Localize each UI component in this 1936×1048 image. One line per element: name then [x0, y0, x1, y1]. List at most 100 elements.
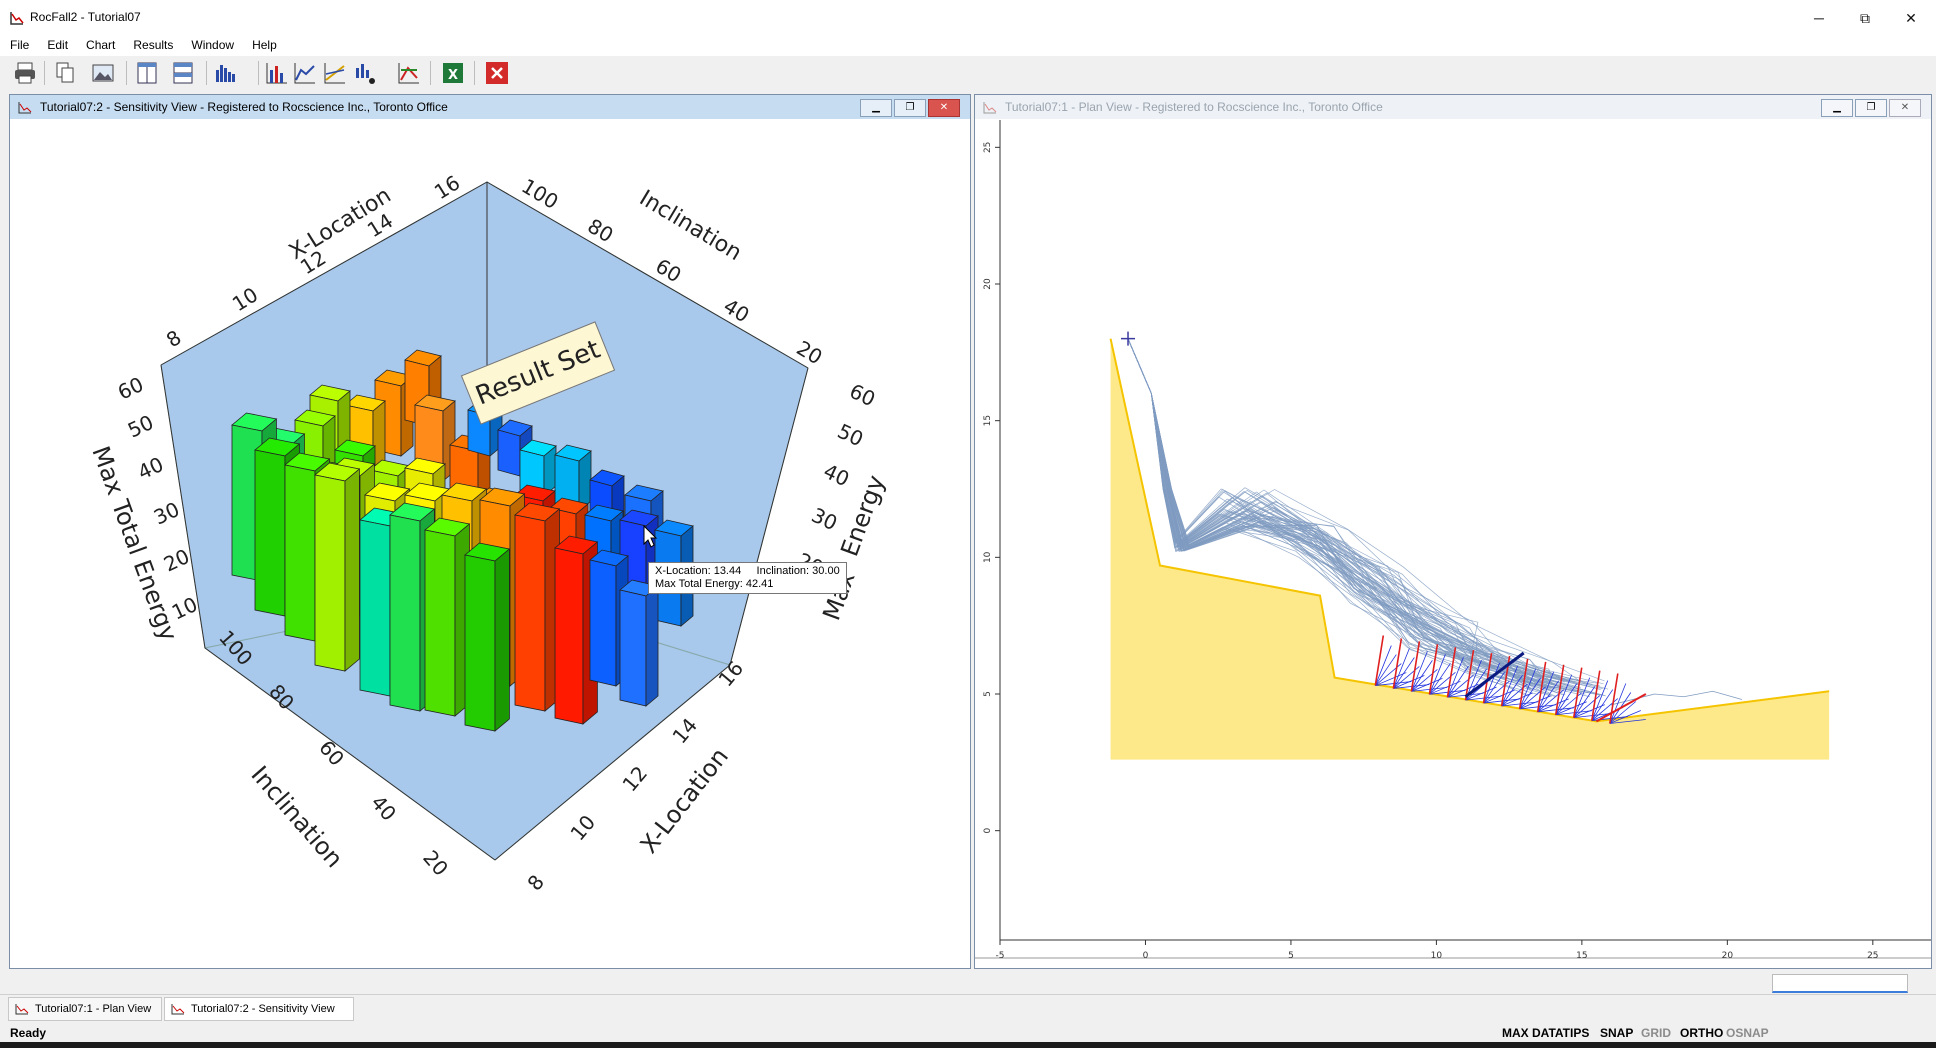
velocity-vector	[1429, 689, 1466, 695]
rock-path	[1127, 338, 1540, 691]
velocity-vector	[1429, 654, 1446, 695]
child-close-button[interactable]: ✕	[928, 99, 960, 117]
energy-left-tick: 30	[150, 497, 183, 530]
datatip-x-location: X-Location: 13.44	[655, 565, 742, 577]
toolbar: X	[0, 56, 1936, 91]
bar-front	[514, 514, 546, 712]
maximize-button[interactable]: ⧉	[1860, 9, 1870, 26]
vertical-tile-icon[interactable]	[134, 60, 160, 86]
tab-sensitivity-view[interactable]: Tutorial07:2 - Sensitivity View	[164, 997, 354, 1021]
seeder-cross-icon[interactable]	[1121, 331, 1136, 346]
copy-icon[interactable]	[52, 60, 78, 86]
barrier-line	[1609, 673, 1619, 724]
bar-chart-icon[interactable]	[264, 60, 290, 86]
histogram-icon[interactable]	[212, 60, 238, 86]
child-restore-button[interactable]: ❐	[1855, 99, 1887, 117]
energy-left-tick: 50	[124, 410, 157, 443]
status-ready: Ready	[10, 1026, 47, 1040]
command-input[interactable]	[1772, 974, 1908, 993]
bar-front	[389, 514, 421, 712]
velocity-vector	[1609, 719, 1646, 724]
child-close-button[interactable]: ✕	[1889, 99, 1921, 117]
bar-front	[464, 554, 496, 732]
energy-right-tick: 50	[834, 419, 867, 452]
tab-sensitivity-view-label: Tutorial07:2 - Sensitivity View	[191, 1003, 335, 1015]
barrier-line	[1464, 650, 1475, 701]
horizontal-tile-icon[interactable]	[170, 60, 196, 86]
velocity-vector	[1573, 686, 1596, 718]
close-button[interactable]: ✕	[1905, 9, 1917, 26]
status-ortho[interactable]: ORTHO	[1680, 1026, 1724, 1040]
menu-help[interactable]: Help	[252, 38, 277, 52]
sensitivity-3d-chart[interactable]: Result Set X-Location Inclination Max To…	[10, 120, 970, 968]
cumulative-chart-icon[interactable]	[352, 60, 378, 86]
barrier-line	[1572, 667, 1583, 718]
y-tick-label: 0	[983, 828, 993, 834]
velocity-vector	[1609, 683, 1627, 724]
x-location-tick: 8	[162, 325, 186, 352]
barrier-line	[1410, 641, 1421, 692]
velocity-vector	[1573, 704, 1605, 719]
minimize-button[interactable]: ─	[1814, 10, 1824, 26]
energy-right-tick: 40	[820, 459, 853, 492]
y-tick-label: 10	[983, 551, 993, 563]
child-minimize-button[interactable]: ▁	[860, 99, 892, 117]
x-location-bottom-tick: 10	[565, 810, 600, 845]
scatter-chart-icon[interactable]	[322, 60, 348, 86]
sensitivity-view-title-bar[interactable]: Tutorial07:2 - Sensitivity View - Regist…	[10, 95, 970, 119]
status-snap[interactable]: SNAP	[1600, 1026, 1634, 1040]
excel-icon[interactable]: X	[440, 60, 466, 86]
rock-paths	[1127, 338, 1742, 706]
status-osnap[interactable]: OSNAP	[1726, 1026, 1769, 1040]
velocity-vector	[1483, 698, 1520, 704]
x-tick-label: 5	[1288, 951, 1294, 961]
barrier-line	[1536, 661, 1547, 712]
status-max-datatips[interactable]: MAX DATATIPS	[1502, 1026, 1590, 1040]
velocity-vector	[1501, 701, 1538, 707]
velocity-vector	[1519, 704, 1556, 710]
datatip-inclination: Inclination: 30.00	[756, 565, 840, 577]
energy-right-tick: 30	[808, 503, 841, 536]
x-tick-label: 25	[1867, 951, 1878, 961]
sensitivity-icon[interactable]	[396, 60, 422, 86]
document-tabs-bar: Tutorial07:1 - Plan View Tutorial07:2 - …	[0, 994, 1936, 1021]
close-red-icon[interactable]	[484, 60, 510, 86]
velocity-vector	[1609, 710, 1641, 724]
velocity-vector	[1374, 654, 1397, 686]
menu-results[interactable]: Results	[133, 38, 174, 52]
bar-side	[494, 548, 510, 732]
plan-view-window: Tutorial07:1 - Plan View - Registered to…	[974, 94, 1932, 969]
velocity-vector	[1411, 686, 1448, 692]
export-image-icon[interactable]	[90, 60, 116, 86]
bar-front	[554, 547, 584, 725]
x-tick-label: 10	[1431, 951, 1443, 961]
print-icon[interactable]	[12, 60, 38, 86]
tab-plan-view[interactable]: Tutorial07:1 - Plan View	[8, 997, 162, 1021]
velocity-vector	[1519, 677, 1541, 710]
velocity-vector	[1555, 674, 1573, 715]
y-tick-label: 20	[983, 278, 993, 290]
mouse-cursor-icon	[643, 524, 658, 548]
menu-chart[interactable]: Chart	[86, 38, 116, 52]
bar-group	[231, 349, 694, 732]
menu-file[interactable]: File	[10, 38, 30, 52]
plan-view-title-bar[interactable]: Tutorial07:1 - Plan View - Registered to…	[975, 95, 1931, 119]
energy-right-tick: 60	[846, 379, 879, 412]
energy-left-tick: 60	[114, 372, 147, 405]
barrier-line	[1374, 635, 1385, 686]
plan-view-chart[interactable]: -5 0 5 10 15 20 25 0 5 10 15 20 25	[975, 120, 1931, 968]
menu-window[interactable]: Window	[191, 38, 235, 52]
inclination-axis-title-top: Inclination	[635, 186, 746, 266]
child-restore-button[interactable]: ❐	[894, 99, 926, 117]
velocity-vector	[1429, 680, 1461, 695]
chart-tab-icon	[15, 1004, 29, 1015]
bar-front	[359, 519, 391, 697]
status-grid[interactable]: GRID	[1641, 1026, 1671, 1040]
child-minimize-button[interactable]: ▁	[1821, 99, 1853, 117]
line-chart-icon[interactable]	[292, 60, 318, 86]
sensitivity-view-title: Tutorial07:2 - Sensitivity View - Regist…	[40, 100, 448, 114]
velocity-vector	[1609, 701, 1637, 724]
menu-edit[interactable]: Edit	[47, 38, 69, 52]
barrier-line	[1392, 638, 1403, 689]
velocity-vector	[1537, 671, 1555, 712]
